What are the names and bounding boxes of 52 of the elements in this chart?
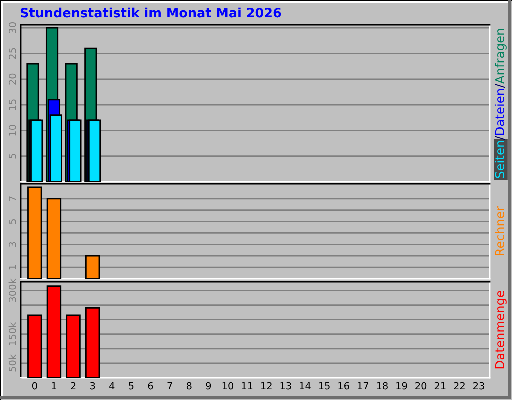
x-tick-label: 14: [300, 382, 311, 390]
text: Seiten: [495, 141, 505, 178]
x-tick-label: 13: [280, 382, 292, 390]
x-tick-label: 17: [358, 382, 368, 390]
y-tick-label: 10: [8, 125, 16, 136]
x-tick-label: 3: [90, 382, 96, 390]
x-tick-label: 19: [396, 382, 408, 390]
text: Datenmenge: [495, 291, 507, 369]
x-tick-label: 1: [52, 382, 56, 390]
bar: [46, 198, 62, 279]
text: /: [495, 136, 506, 140]
x-tick-label: 12: [261, 382, 272, 390]
x-tick-label: 21: [434, 382, 446, 390]
bar: [46, 286, 62, 378]
x-tick-label: 2: [71, 382, 76, 390]
x-tick-label: 15: [319, 382, 330, 390]
bar: [85, 307, 100, 378]
x-tick-label: 9: [206, 382, 212, 390]
x-tick-label: 16: [338, 382, 350, 390]
y-tick-label: 300k: [8, 278, 16, 302]
y-tick-label: 15: [9, 100, 16, 110]
text: Dateien: [495, 89, 505, 136]
y-tick-label: 3: [8, 242, 16, 248]
bar: [28, 314, 42, 378]
y-tick-label: 25: [8, 48, 16, 60]
x-tick-label: 7: [168, 382, 172, 390]
x-tick-label: 5: [129, 382, 134, 390]
x-tick-label: 11: [242, 382, 253, 390]
text: Anfragen: [495, 29, 507, 84]
y-tick-label: 30: [8, 22, 16, 34]
x-tick-label: 18: [377, 382, 388, 390]
text: Rechner: [495, 206, 505, 256]
bar: [85, 255, 100, 279]
x-tick-label: 0: [32, 382, 38, 390]
x-tick-label: 23: [474, 382, 484, 390]
y-tick-label: 7: [9, 196, 16, 202]
text: /: [495, 84, 506, 88]
y-tick-label: 5: [9, 220, 16, 224]
bar: [66, 314, 81, 378]
y-tick-label: 5: [9, 154, 16, 159]
y-tick-label: 20: [8, 74, 16, 85]
x-tick-label: 6: [148, 382, 154, 390]
y-tick-label: 1: [9, 265, 16, 270]
x-tick-label: 20: [416, 382, 427, 390]
chart-title: Stundenstatistik im Monat Mai 2026: [20, 8, 282, 18]
bar: [28, 186, 42, 279]
x-tick-label: 8: [186, 382, 192, 390]
x-tick-label: 4: [110, 382, 115, 390]
x-tick-label: 22: [454, 382, 465, 390]
y-tick-label: 50k: [8, 354, 16, 372]
y-tick-label: 150k: [8, 322, 16, 346]
x-tick-label: 10: [222, 382, 234, 390]
